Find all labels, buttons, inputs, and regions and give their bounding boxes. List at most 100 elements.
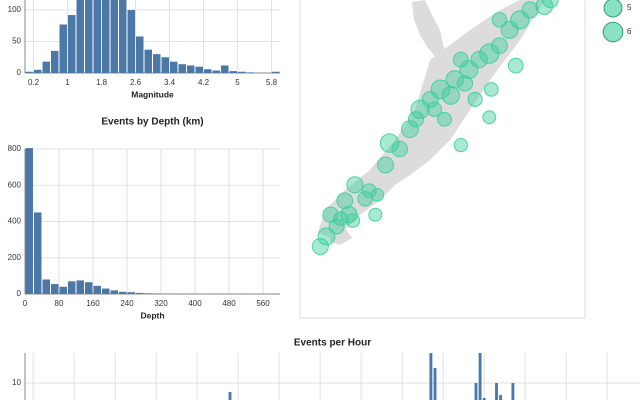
bar	[68, 281, 76, 294]
event-point	[521, 1, 539, 19]
bar	[482, 398, 486, 400]
bar	[136, 36, 144, 73]
bar	[93, 0, 101, 74]
bar	[93, 285, 101, 294]
bar	[51, 50, 59, 73]
event-point	[441, 86, 460, 105]
bar	[25, 71, 33, 73]
bar	[76, 280, 84, 294]
event-point	[361, 183, 377, 199]
bar	[110, 290, 118, 294]
y-tick-label: 10	[12, 378, 21, 387]
bar	[144, 293, 152, 294]
event-point	[317, 227, 336, 246]
event-point	[491, 12, 508, 28]
bar	[59, 286, 67, 294]
legend-label: 5	[627, 3, 632, 12]
event-point	[426, 101, 443, 117]
bar	[195, 66, 203, 73]
bar	[25, 148, 33, 294]
event-point	[322, 206, 339, 223]
x-axis-label: Magnitude	[131, 89, 174, 99]
chart-title: Events per Hour	[294, 338, 371, 349]
x-tick-label: 0.2	[28, 78, 40, 87]
event-point	[484, 82, 499, 97]
bar	[42, 279, 50, 294]
y-tick-label: 200	[8, 253, 22, 262]
event-point	[336, 192, 354, 210]
x-tick-label: 2.6	[130, 78, 142, 87]
bar	[212, 70, 220, 73]
event-point	[467, 91, 483, 107]
bar	[127, 292, 135, 294]
bar	[153, 54, 161, 73]
bar	[221, 65, 229, 73]
legend-symbol	[603, 0, 623, 18]
bar	[110, 0, 118, 73]
event-point	[507, 57, 524, 74]
bar	[187, 65, 195, 73]
y-tick-label: 800	[8, 144, 22, 153]
event-point	[430, 79, 451, 100]
y-tick-label: 400	[8, 217, 22, 226]
event-point	[377, 156, 394, 174]
bar	[85, 282, 93, 294]
event-point	[456, 75, 474, 92]
bar	[102, 0, 110, 73]
x-tick-label: 80	[55, 299, 64, 308]
bar	[229, 71, 237, 73]
land	[330, 228, 352, 245]
bar	[511, 383, 515, 400]
bar	[495, 383, 498, 400]
x-tick-label: 400	[188, 299, 202, 308]
bar	[119, 291, 127, 294]
y-tick-label: 0	[17, 289, 22, 298]
x-tick-label: 160	[86, 299, 100, 308]
x-tick-label: 4.2	[198, 78, 210, 87]
x-tick-label: 0	[23, 299, 28, 308]
event-point	[407, 111, 425, 128]
x-tick-label: 480	[222, 299, 236, 308]
event-point	[346, 176, 364, 194]
bar	[102, 288, 110, 294]
legend-label: 6	[627, 27, 632, 36]
bar	[238, 71, 246, 73]
x-tick-label: 5.8	[266, 78, 278, 87]
event-point	[368, 207, 383, 222]
event-point	[470, 50, 488, 69]
event-point	[437, 111, 452, 127]
event-point	[491, 37, 508, 55]
event-point	[370, 187, 385, 202]
event-point	[379, 133, 400, 153]
event-point	[542, 0, 559, 9]
bar	[178, 64, 186, 73]
y-tick-label: 0	[17, 68, 22, 77]
bar	[429, 353, 433, 400]
x-tick-label: 240	[120, 299, 134, 308]
bar	[499, 395, 503, 400]
bar	[34, 212, 42, 294]
legend-symbol	[602, 21, 624, 43]
x-tick-label: 5	[235, 78, 240, 87]
bar	[478, 353, 482, 400]
event-point	[482, 110, 497, 125]
bar	[272, 71, 280, 73]
land	[412, 0, 445, 60]
x-tick-label: 320	[154, 299, 168, 308]
event-point	[452, 51, 469, 68]
y-tick-label: 100	[8, 5, 22, 14]
bar	[204, 69, 212, 73]
x-tick-label: 1.8	[96, 78, 108, 87]
bar	[433, 368, 437, 400]
event-point	[500, 20, 519, 39]
land	[318, 0, 545, 238]
bar	[144, 49, 152, 73]
event-point	[445, 70, 464, 89]
bar	[161, 57, 169, 73]
bar	[127, 10, 135, 73]
bar	[136, 292, 144, 294]
event-point	[453, 138, 468, 153]
bar	[76, 0, 84, 74]
bar	[153, 293, 161, 294]
